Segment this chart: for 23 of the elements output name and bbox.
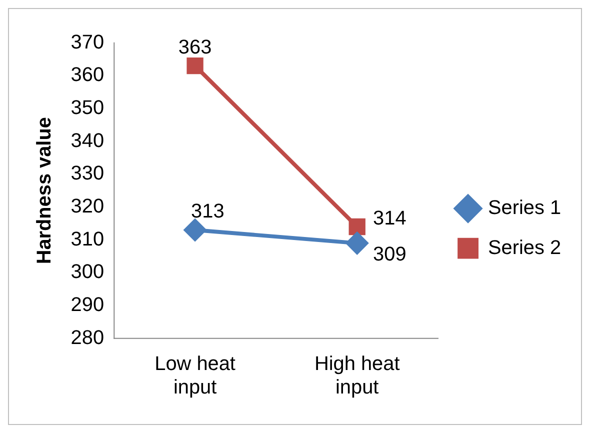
y-tick-label: 360 (70, 64, 104, 86)
y-tick-label: 320 (70, 196, 104, 218)
point (348, 218, 366, 236)
legend-label: Series 1 (488, 197, 562, 220)
y-axis-title: Hardness value (33, 117, 56, 264)
y-tick-label: 310 (70, 228, 104, 250)
y-tick-label: 340 (70, 130, 104, 152)
y-tick-label: 370 (70, 31, 104, 54)
legend-label: Series 2 (488, 236, 562, 259)
x-tick-label: High heat input (314, 352, 400, 399)
y-tick-label: 350 (70, 97, 104, 120)
data-label: 313 (191, 200, 224, 223)
x-tick-label: Low heat input (154, 352, 236, 399)
point (346, 232, 368, 254)
data-label: 309 (373, 244, 406, 266)
data-label: 363 (178, 36, 212, 58)
point (184, 219, 206, 241)
y-tick-label: 300 (70, 261, 104, 284)
y-tick-label: 280 (70, 326, 104, 349)
point (186, 58, 204, 74)
y-tick-label: 330 (70, 162, 104, 185)
data-label: 314 (373, 207, 406, 230)
y-tick-label: 290 (70, 294, 104, 316)
